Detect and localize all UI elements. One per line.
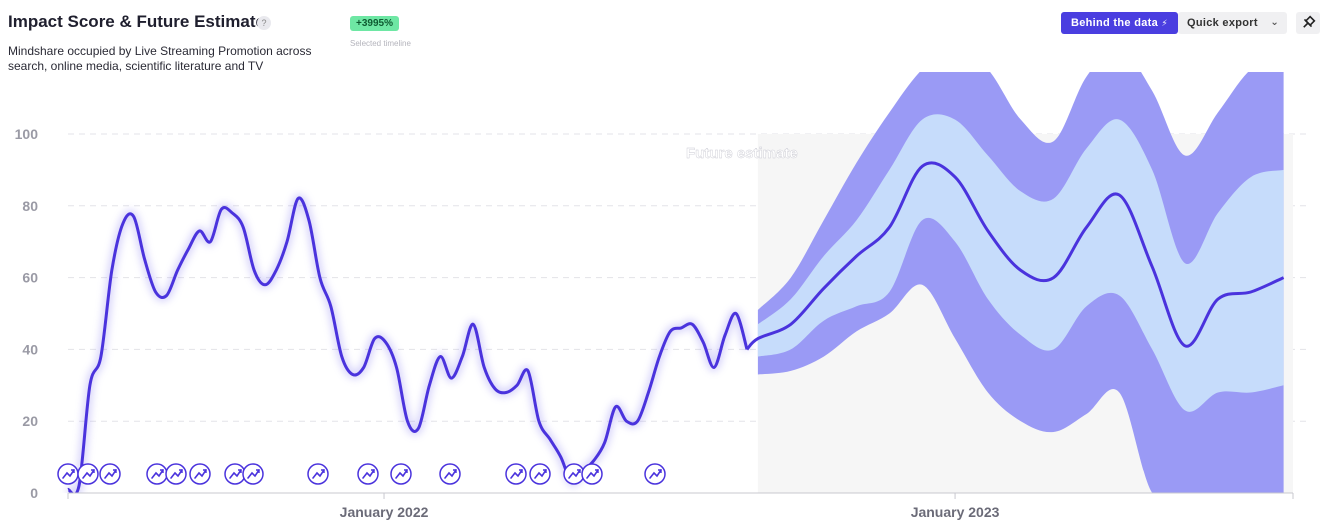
forecast-inner-band bbox=[757, 114, 1284, 412]
pin-button[interactable] bbox=[1296, 12, 1320, 34]
trend-event-icon[interactable] bbox=[165, 463, 187, 485]
event-markers bbox=[57, 463, 666, 485]
future-estimate-label: Future estimate bbox=[686, 145, 798, 162]
historical-line bbox=[66, 196, 749, 493]
trend-event-icon[interactable] bbox=[57, 463, 79, 485]
trend-event-icon[interactable] bbox=[529, 463, 551, 485]
x-tick-label: January 2022 bbox=[340, 504, 429, 520]
y-tick-label: 40 bbox=[22, 341, 38, 357]
trend-event-icon[interactable] bbox=[581, 463, 603, 485]
chart-subtitle: Mindshare occupied by Live Streaming Pro… bbox=[8, 44, 312, 73]
chevron-down-icon: ⌄ bbox=[1270, 17, 1279, 28]
page-title: Impact Score & Future Estimate bbox=[8, 12, 265, 31]
y-tick-label: 20 bbox=[22, 413, 38, 429]
behind-the-data-button[interactable]: Behind the data ⚡︎ bbox=[1061, 12, 1178, 34]
bolt-icon: ⚡︎ bbox=[1161, 18, 1168, 28]
trend-event-icon[interactable] bbox=[563, 463, 585, 485]
x-tick-label: January 2023 bbox=[911, 504, 1000, 520]
historical-line-glow bbox=[64, 193, 751, 493]
y-tick-label: 80 bbox=[22, 198, 38, 214]
trend-event-icon[interactable] bbox=[439, 463, 461, 485]
trend-event-icon[interactable] bbox=[390, 463, 412, 485]
help-icon[interactable]: ? bbox=[257, 16, 271, 30]
trend-event-icon[interactable] bbox=[224, 463, 246, 485]
trend-event-icon[interactable] bbox=[77, 463, 99, 485]
trend-event-icon[interactable] bbox=[307, 463, 329, 485]
pin-icon bbox=[1303, 15, 1316, 28]
trend-event-icon[interactable] bbox=[644, 463, 666, 485]
y-tick-label: 0 bbox=[30, 485, 38, 501]
forecast-line bbox=[745, 161, 1285, 351]
behind-the-data-label: Behind the data bbox=[1071, 17, 1159, 29]
quick-export-label: Quick export bbox=[1187, 17, 1258, 29]
y-axis: 0 20 40 60 80 100 bbox=[15, 126, 39, 501]
change-badge: +3995% bbox=[350, 16, 399, 31]
trend-event-icon[interactable] bbox=[146, 463, 168, 485]
trend-event-icon[interactable] bbox=[99, 463, 121, 485]
badge-caption: Selected timeline bbox=[350, 39, 411, 48]
y-tick-label: 60 bbox=[22, 270, 38, 286]
y-tick-label: 100 bbox=[15, 126, 39, 142]
trend-event-icon[interactable] bbox=[505, 463, 527, 485]
trend-event-icon[interactable] bbox=[357, 463, 379, 485]
quick-export-dropdown[interactable]: Quick export ⌄ bbox=[1178, 12, 1287, 34]
trend-event-icon[interactable] bbox=[189, 463, 211, 485]
x-axis: January 2022 January 2023 bbox=[67, 492, 1294, 520]
trend-event-icon[interactable] bbox=[242, 463, 264, 485]
